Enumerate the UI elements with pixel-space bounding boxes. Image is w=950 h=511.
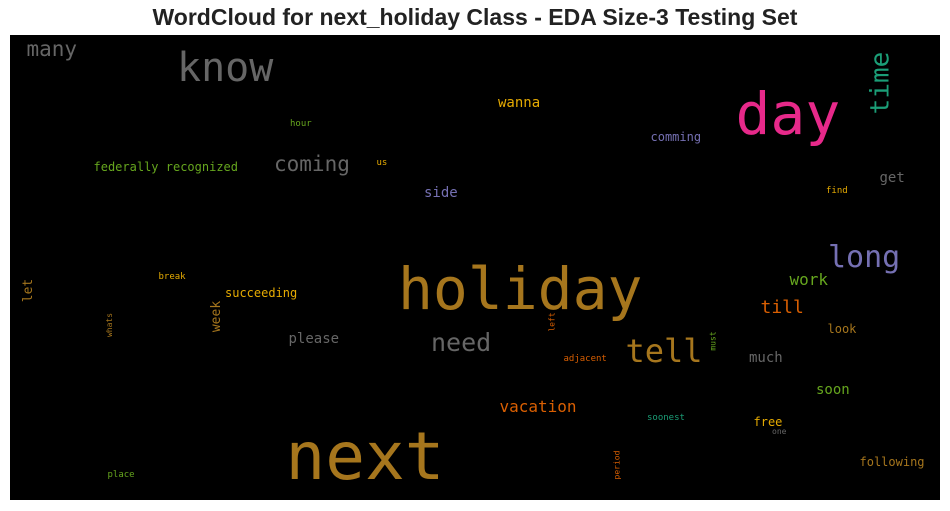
word-look: look	[827, 322, 857, 336]
word-work: work	[789, 270, 829, 289]
word-time: time	[864, 51, 895, 115]
word-day: day	[735, 80, 841, 148]
word-much: much	[749, 350, 783, 366]
chart-title: WordCloud for next_holiday Class - EDA S…	[152, 4, 798, 30]
word-coming: coming	[274, 151, 350, 176]
word-holiday: holiday	[398, 255, 643, 323]
word-vacation: vacation	[499, 397, 577, 416]
word-let: let	[20, 278, 36, 302]
word-break: break	[158, 271, 186, 282]
word-get: get	[879, 170, 905, 186]
word-succeeding: succeeding	[225, 286, 298, 300]
word-free: free	[753, 415, 783, 429]
word-following: following	[859, 455, 925, 469]
word-long: long	[828, 240, 901, 275]
word-comming: comming	[650, 130, 702, 144]
word-hour: hour	[290, 118, 312, 129]
word-us: us	[376, 157, 388, 168]
word-soon: soon	[816, 382, 850, 398]
word-adjacent: adjacent	[563, 353, 607, 364]
word-whats: whats	[105, 312, 115, 338]
word-please: please	[288, 331, 340, 347]
word-must: must	[708, 331, 718, 351]
word-many: many	[26, 36, 78, 61]
word-period: period	[611, 450, 621, 480]
word-need: need	[431, 327, 492, 357]
word-soonest: soonest	[647, 412, 685, 423]
word-know: know	[177, 45, 274, 91]
word-week: week	[208, 300, 224, 332]
word-federally-recognized: federally recognized	[93, 160, 239, 174]
word-one: one	[772, 427, 787, 436]
word-side: side	[424, 185, 458, 201]
word-place: place	[107, 469, 135, 480]
word-find: find	[826, 185, 848, 196]
word-till: till	[760, 297, 804, 318]
word-tell: tell	[625, 332, 703, 370]
word-wanna: wanna	[498, 95, 541, 111]
word-left: left	[547, 312, 557, 332]
word-cloud: holiday next day know time tell long nee…	[10, 35, 940, 500]
word-next: next	[285, 418, 445, 495]
